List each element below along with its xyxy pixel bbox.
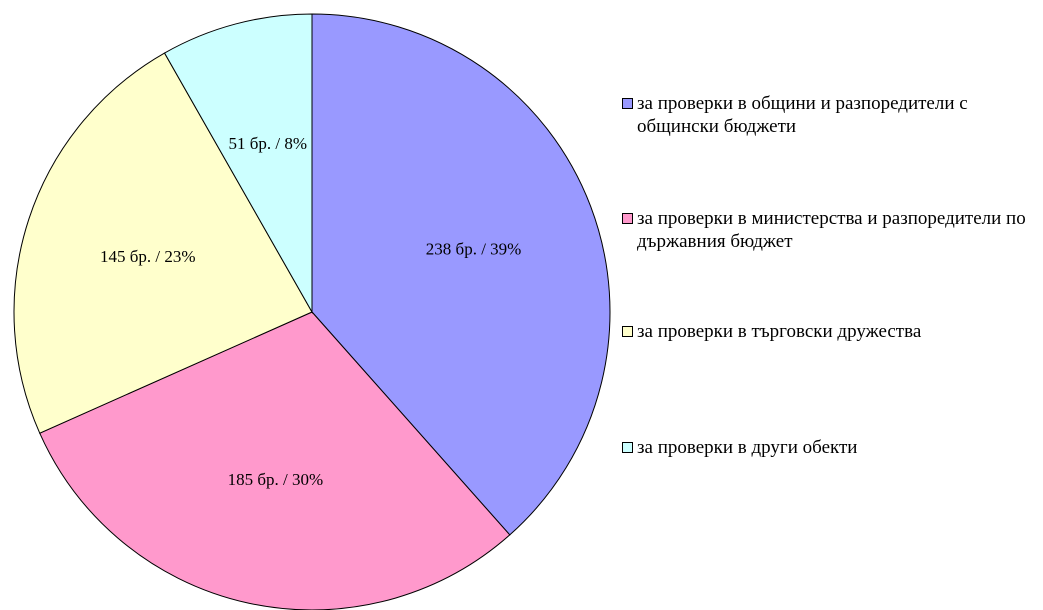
data-label: 238 бр. / 39% [426, 240, 522, 259]
legend-swatch [622, 326, 633, 337]
legend-swatch [622, 213, 633, 224]
legend-item: за проверки в министерства и разпоредите… [620, 207, 1030, 253]
pie-slice [163, 13, 313, 314]
legend-item: за проверки в общини и разпоредители с о… [620, 92, 1030, 138]
legend-item: за проверки в търговски дружества [620, 320, 1030, 343]
legend-label: за проверки в други обекти [637, 437, 858, 458]
legend-label: за проверки в министерства и разпоредите… [637, 208, 1026, 252]
data-label: 51 бр. / 8% [228, 134, 307, 153]
pie-slice [13, 52, 313, 434]
data-label: 185 бр. / 30% [228, 470, 324, 489]
data-label: 145 бр. / 23% [100, 247, 196, 266]
pie-slice [39, 311, 511, 610]
legend-label: за проверки в общини и разпоредители с о… [637, 93, 968, 137]
legend-item: за проверки в други обекти [620, 436, 1030, 459]
pie-slice [311, 13, 611, 536]
legend-label: за проверки в търговски дружества [637, 321, 922, 342]
legend-swatch [622, 98, 633, 109]
legend-swatch [622, 442, 633, 453]
